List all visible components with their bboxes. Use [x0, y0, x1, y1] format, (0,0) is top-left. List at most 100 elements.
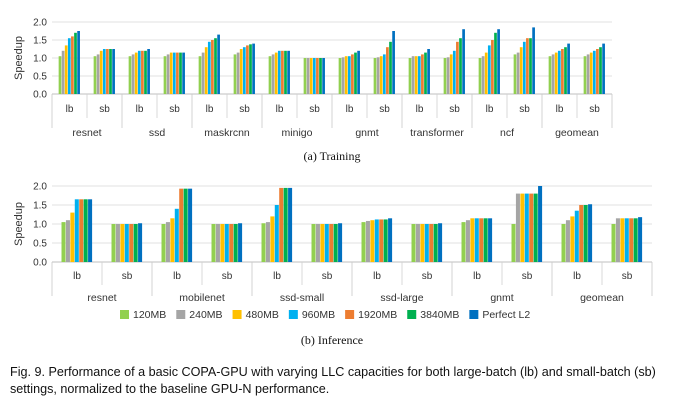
bar	[588, 204, 593, 262]
legend-label: 960MB	[302, 309, 335, 321]
bar	[408, 58, 412, 94]
bar	[183, 188, 188, 262]
x-category-label: sb	[239, 104, 250, 115]
x-category-label: lb	[73, 271, 81, 282]
bar	[538, 186, 543, 262]
bar	[277, 50, 281, 94]
x-category-label: sb	[99, 104, 110, 115]
bar	[238, 223, 243, 262]
bar	[386, 47, 389, 94]
bar	[579, 205, 584, 262]
x-group-label: gnmt	[490, 292, 513, 304]
bar	[233, 54, 237, 94]
bar	[382, 54, 386, 94]
bar	[182, 52, 185, 94]
bar	[124, 224, 129, 262]
bar	[388, 218, 393, 262]
x-category-label: sb	[169, 104, 180, 115]
bar	[470, 218, 475, 262]
bar	[172, 52, 176, 94]
x-group-label: mobilenet	[179, 292, 225, 304]
bar	[96, 54, 100, 94]
bar	[564, 47, 567, 94]
bar	[61, 222, 66, 262]
bar	[112, 49, 115, 94]
x-group-label: ssd-small	[280, 292, 324, 304]
bar	[461, 222, 466, 262]
bar	[161, 224, 166, 262]
bar	[129, 224, 134, 262]
bar	[424, 224, 429, 262]
bar	[586, 54, 590, 94]
x-group-label: ssd-large	[380, 292, 423, 304]
x-category-label: lb	[136, 104, 144, 115]
bar	[446, 57, 450, 94]
bar	[481, 56, 485, 94]
bar	[433, 224, 438, 262]
bar	[526, 38, 529, 94]
bar	[163, 56, 167, 94]
bar	[488, 218, 493, 262]
x-category-label: sb	[589, 104, 600, 115]
y-tick-label: 1.0	[33, 54, 47, 65]
x-group-label: geomean	[580, 292, 624, 304]
bar	[312, 58, 316, 94]
y-tick-label: 0.0	[33, 90, 47, 101]
bar	[583, 205, 588, 262]
bar	[233, 224, 238, 262]
bar	[120, 224, 125, 262]
bar	[519, 47, 523, 94]
bar	[279, 187, 284, 262]
bar	[239, 49, 243, 94]
bar	[320, 224, 325, 262]
legend-swatch	[407, 310, 417, 319]
bar	[497, 29, 500, 95]
bar	[483, 218, 488, 262]
legend-swatch	[176, 310, 186, 319]
bar	[170, 218, 175, 262]
bar	[207, 41, 211, 94]
bar	[288, 187, 293, 262]
x-category-label: lb	[556, 104, 564, 115]
x-category-label: lb	[66, 104, 74, 115]
bar	[252, 43, 255, 94]
bar	[176, 52, 179, 94]
bar	[102, 49, 106, 94]
bar	[411, 224, 416, 262]
y-tick-label: 1.5	[33, 201, 47, 212]
bar	[583, 56, 587, 94]
bar	[64, 45, 68, 94]
subplot-title: (a) Training	[304, 149, 361, 163]
bar	[319, 58, 322, 94]
bar	[58, 56, 62, 94]
bar	[344, 56, 348, 94]
bar	[599, 47, 602, 94]
bar	[516, 52, 520, 94]
bar	[592, 50, 596, 94]
bar	[561, 49, 564, 94]
x-category-label: sb	[519, 104, 530, 115]
bar	[459, 38, 462, 94]
y-tick-label: 2.0	[33, 182, 47, 193]
bar	[268, 56, 272, 94]
bar	[479, 218, 484, 262]
bar	[449, 54, 453, 94]
legend-label: 480MB	[246, 309, 279, 321]
bar	[99, 50, 103, 94]
bar	[74, 199, 79, 262]
bar	[131, 54, 135, 94]
bar	[147, 49, 150, 94]
bar	[283, 187, 288, 262]
bar	[633, 218, 638, 262]
bar	[198, 56, 202, 94]
x-category-label: lb	[373, 271, 381, 282]
bar	[271, 54, 275, 94]
y-axis-label: Speedup	[13, 202, 25, 246]
bar	[611, 224, 616, 262]
bar	[315, 224, 320, 262]
bar	[324, 224, 329, 262]
bar	[415, 224, 420, 262]
bar	[165, 222, 170, 262]
bar	[138, 223, 143, 262]
bar	[274, 205, 279, 262]
